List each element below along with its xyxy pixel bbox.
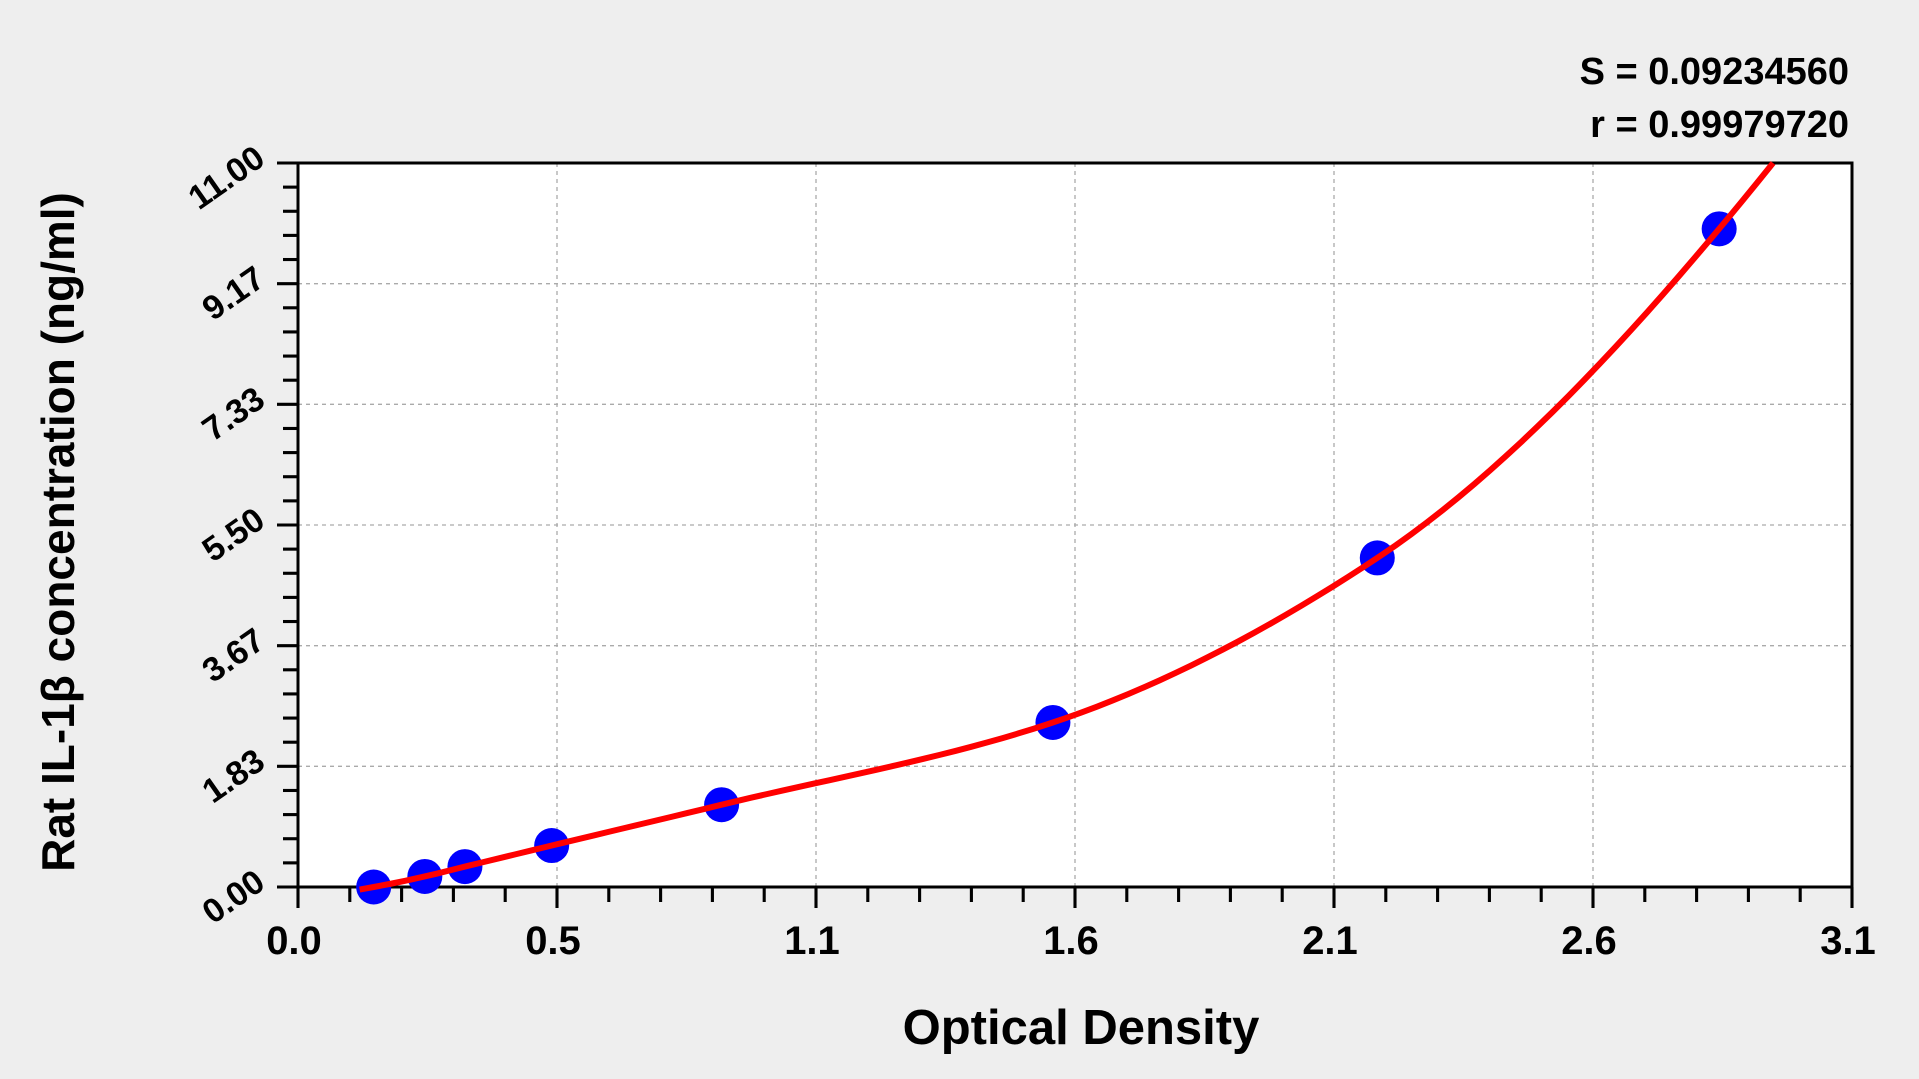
svg-text:0.0: 0.0 [266,919,322,963]
svg-text:1.6: 1.6 [1043,919,1099,963]
svg-text:3.1: 3.1 [1820,919,1876,963]
svg-text:2.1: 2.1 [1302,919,1358,963]
svg-text:0.5: 0.5 [525,919,581,963]
svg-text:2.6: 2.6 [1561,919,1617,963]
svg-text:1.1: 1.1 [784,919,840,963]
